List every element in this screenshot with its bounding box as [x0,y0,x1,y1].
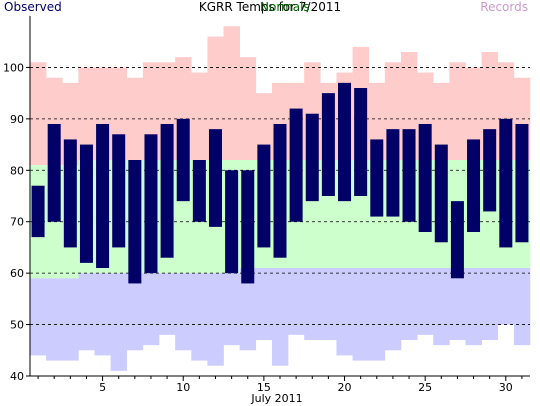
record-high-band [239,57,257,161]
legend-records: Records [480,0,528,14]
observed-bar [63,139,77,248]
observed-bar [483,129,497,212]
y-tick-label: 100 [3,61,24,74]
observed-bar [338,82,352,202]
record-high-band [255,93,273,160]
x-tick-label: 5 [99,381,106,394]
record-low-band [110,273,128,371]
x-tick-label: 15 [257,381,271,394]
record-high-band [449,62,466,160]
observed-bar [128,160,142,284]
observed-bar [386,129,400,217]
observed-bar [321,93,335,196]
record-low-band [78,273,95,351]
observed-bar [354,88,368,196]
record-low-band [30,278,47,356]
record-low-band [94,273,111,356]
observed-bar [257,144,271,248]
tick-labels: 40 50 60 70 80 90 100 5 10 15 20 25 30 [3,61,513,394]
record-low-band [288,268,305,335]
record-low-band [400,268,418,340]
observed-bar [499,118,513,248]
observed-bar [225,170,239,274]
record-low-band [433,268,450,346]
record-low-band [62,278,79,361]
record-low-band [159,273,176,335]
observed-bar [370,139,384,217]
y-tick-label: 40 [10,370,24,383]
record-low-band [191,273,208,361]
record-low-band [417,268,434,335]
observed-bar [402,129,416,222]
record-low-band [271,268,289,366]
record-low-band [46,278,63,361]
observed-bar [96,124,110,268]
x-tick-label: 20 [338,381,352,394]
record-low-band [481,268,499,340]
observed-bar [515,124,529,243]
observed-bar [144,134,158,274]
chart-title: KGRR Temps for 7/2011 [198,0,342,14]
record-low-band [207,273,224,366]
observed-bar [467,139,481,232]
record-high-band [223,26,240,160]
axes [26,16,530,381]
record-high-band [191,72,208,160]
observed-bar [434,144,448,243]
y-tick-label: 60 [10,267,24,280]
observed-bar [160,124,174,258]
x-tick-label: 30 [499,381,513,394]
legend-normals: Normals [260,0,310,14]
record-low-band [239,268,257,351]
record-low-band [465,268,482,346]
record-low-band [126,273,144,351]
observed-bar [31,185,45,238]
record-low-band [255,268,273,340]
observed-bar [241,170,255,284]
x-tick-label: 25 [418,381,432,394]
record-low-band [336,268,353,356]
record-low-band [368,268,386,361]
record-high-band [433,82,450,160]
record-low-band [142,273,160,346]
record-low-band [449,268,466,340]
x-tick-label: 10 [176,381,190,394]
observed-bar [273,124,287,258]
y-tick-label: 80 [10,164,24,177]
observed-bar [176,118,190,202]
observed-bar [208,129,222,227]
record-low-band [352,268,370,361]
record-low-band [513,268,531,346]
observed-bar [192,160,206,222]
record-low-band [304,268,321,340]
record-low-band [320,268,337,340]
legend-observed: Observed [4,0,62,14]
record-high-band [30,62,47,166]
observed-bar [289,108,303,222]
x-axis-label: July 2011 [250,392,302,405]
observed-bar [112,134,126,248]
record-low-band [384,268,402,351]
record-low-band [223,273,240,346]
y-tick-label: 90 [10,113,24,126]
y-tick-label: 50 [10,319,24,332]
observed-bar [450,201,464,279]
observed-bars [31,82,529,284]
record-high-band [78,67,95,160]
observed-bar [79,144,93,263]
y-tick-label: 70 [10,216,24,229]
record-high-band [465,67,482,160]
record-low-band [497,268,515,325]
observed-bar [47,124,61,222]
record-low-band [175,273,192,351]
observed-bar [305,113,319,202]
observed-bar [418,124,432,232]
